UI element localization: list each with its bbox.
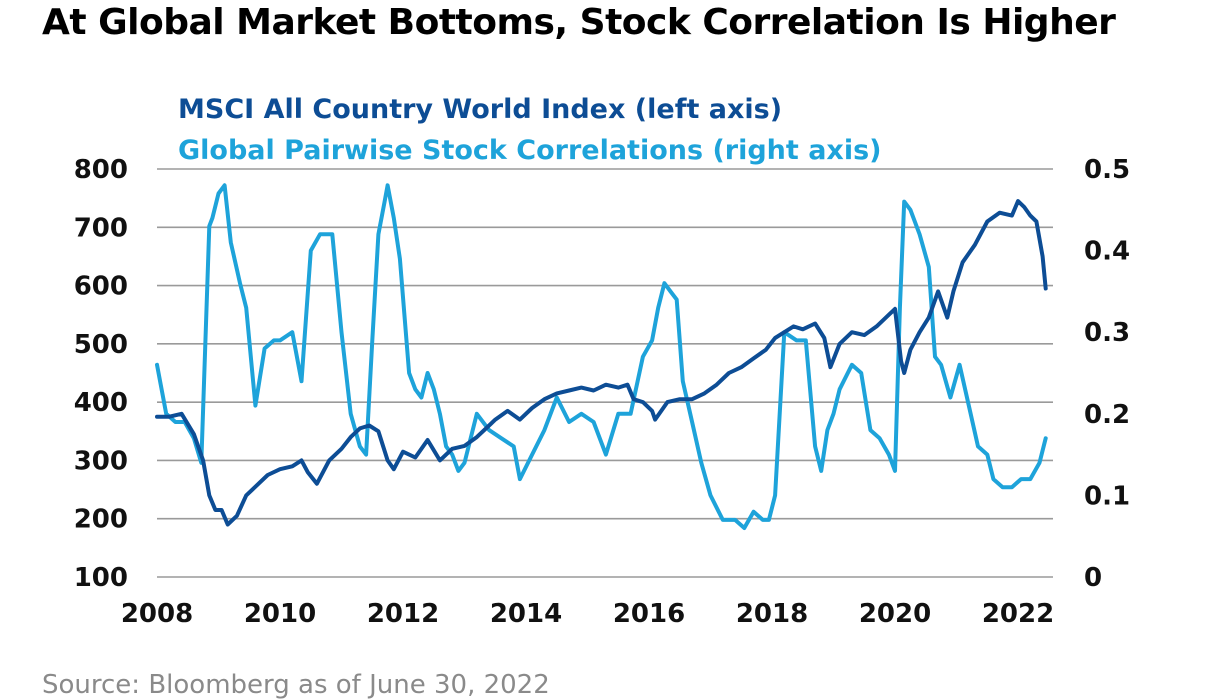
msci-series-line [155, 199, 1048, 527]
x-tick-label: 2014 [490, 599, 562, 629]
right-tick-label: 0.3 [1084, 318, 1130, 348]
x-tick-label: 2022 [982, 599, 1054, 629]
dual-axis-line-chart: 100 200 300 400 500 600 700 800 0 0.1 0.2 0.3 0.4 0.… [74, 94, 1130, 629]
x-tick-label: 2016 [613, 599, 685, 629]
x-tick-label: 2020 [859, 599, 931, 629]
left-tick-label: 600 [74, 272, 128, 302]
right-tick-label: 0.5 [1084, 155, 1130, 185]
right-tick-label: 0.1 [1084, 481, 1130, 511]
x-tick-label: 2012 [367, 599, 439, 629]
left-axis-ticks: 100 200 300 400 500 600 700 800 [74, 155, 128, 593]
left-tick-label: 400 [74, 388, 128, 418]
chart-title: At Global Market Bottoms, Stock Correlat… [42, 2, 1116, 43]
series-lines [155, 183, 1048, 530]
left-tick-label: 300 [74, 446, 128, 476]
x-tick-label: 2010 [244, 599, 316, 629]
legend-correlation: Global Pairwise Stock Correlations (righ… [178, 135, 882, 166]
left-tick-label: 100 [74, 563, 128, 593]
right-axis-ticks: 0 0.1 0.2 0.3 0.4 0.5 [1084, 155, 1130, 593]
left-tick-label: 700 [74, 213, 128, 243]
legend-msci: MSCI All Country World Index (left axis) [178, 94, 782, 125]
x-tick-label: 2018 [736, 599, 808, 629]
right-tick-label: 0.4 [1084, 237, 1130, 267]
correlation-series-line [155, 183, 1048, 530]
right-tick-label: 0 [1084, 563, 1102, 593]
left-tick-label: 800 [74, 155, 128, 185]
legend: MSCI All Country World Index (left axis)… [178, 94, 882, 166]
source-note: Source: Bloomberg as of June 30, 2022 [42, 670, 550, 700]
x-axis-ticks: 2008 2010 2012 2014 2016 2018 2020 2022 [121, 599, 1054, 629]
right-tick-label: 0.2 [1084, 400, 1130, 430]
left-tick-label: 200 [74, 505, 128, 535]
left-tick-label: 500 [74, 330, 128, 360]
x-tick-label: 2008 [121, 599, 193, 629]
